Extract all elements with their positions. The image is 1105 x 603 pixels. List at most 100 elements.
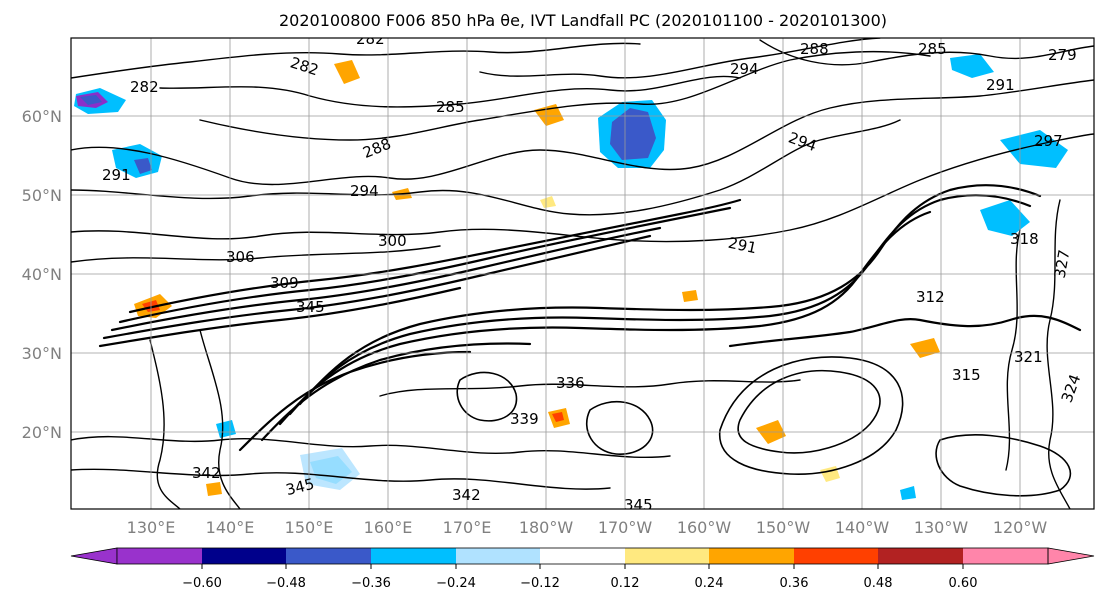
- shade-yellow-1: [540, 196, 556, 208]
- contour-label: 288: [800, 40, 829, 58]
- colorbar-segment: [117, 548, 202, 564]
- contour-285: [159, 75, 741, 108]
- contour-label: 315: [952, 366, 981, 384]
- map-background: [71, 38, 1094, 509]
- contour-sub-2: [288, 194, 1032, 416]
- lon-label: 160°E: [364, 518, 413, 537]
- figure-title: 2020100800 F006 850 hPa θe, IVT Landfall…: [279, 11, 887, 30]
- contour-label: 345: [624, 496, 653, 514]
- lat-label: 40°N: [22, 265, 62, 284]
- shade-darkblue-kamchatka: [134, 158, 152, 174]
- contour-294: [71, 119, 901, 216]
- contour-label: 306: [226, 248, 255, 266]
- colorbar-extend-high: [1047, 547, 1095, 565]
- contour-label: 342: [452, 486, 481, 504]
- colorbar-tick-label: 0.60: [949, 576, 978, 591]
- colorbar-segment: [878, 548, 963, 564]
- colorbar-segment: [371, 548, 456, 564]
- contour-sub-5: [238, 350, 472, 452]
- lat-lon-grid: [71, 38, 1094, 509]
- colorbar-tick-label: 0.24: [695, 576, 724, 591]
- colorbar-segment: [625, 548, 709, 564]
- contour-label: 282: [356, 30, 385, 48]
- colorbar-tick-label: 0.36: [780, 576, 809, 591]
- colorbar-tick-label: −0.60: [182, 576, 222, 591]
- colorbar-extend-low: [70, 547, 118, 565]
- lon-label: 170°W: [598, 518, 653, 537]
- contour-label: 279: [1048, 46, 1077, 64]
- contour-mid-1: [379, 379, 801, 397]
- contour-warm-3: [585, 401, 654, 455]
- contour-east-vert2: [1005, 229, 1021, 471]
- map-frame: [70, 37, 1095, 510]
- contour-label: 309: [270, 274, 299, 292]
- contour-label: 345: [296, 298, 325, 316]
- lon-label: 160°W: [677, 518, 732, 537]
- lon-label: 170°E: [443, 518, 492, 537]
- contour-300: [71, 245, 441, 263]
- contour-south-1: [71, 435, 671, 459]
- shade-blue-arctic: [950, 54, 994, 78]
- contour-label: 327: [1051, 248, 1074, 279]
- longitude-labels: 130°E 140°E 150°E 160°E 170°E 180°W 170°…: [127, 518, 1048, 537]
- contour-warm-1: [737, 369, 881, 454]
- contour-label: 294: [730, 60, 759, 78]
- colorbar-segment: [963, 548, 1048, 564]
- lon-label: 140°W: [835, 518, 890, 537]
- lat-label: 60°N: [22, 107, 62, 126]
- shade-lightblue-south: [300, 448, 360, 490]
- lon-label: 150°E: [285, 518, 334, 537]
- colorbar-segment: [456, 548, 540, 564]
- contour-arctic2: [479, 38, 881, 79]
- contour-jet-5: [98, 286, 462, 348]
- lon-label: 140°E: [206, 518, 255, 537]
- shade-darkblue-nw: [80, 95, 102, 105]
- colorbar-ticks: [201, 564, 964, 569]
- shade-red-mid: [552, 412, 564, 422]
- lon-label: 180°W: [519, 518, 574, 537]
- contour-291: [71, 79, 1094, 186]
- colorbar-tick-label: −0.12: [520, 576, 560, 591]
- lat-label: 30°N: [22, 344, 62, 363]
- shade-orange-dot2: [682, 290, 698, 302]
- contour-label: 285: [918, 40, 947, 58]
- contour-label: 291: [727, 234, 759, 258]
- contour-label: 336: [556, 374, 585, 392]
- contour-label: 297: [1034, 132, 1063, 150]
- contour-label: 300: [378, 232, 407, 250]
- contour-jet-3: [110, 226, 662, 332]
- contour-east-vert: [1046, 199, 1071, 509]
- contour-jet-2: [118, 206, 732, 324]
- contour-jet-1: [128, 198, 742, 314]
- contour-arctic: [759, 39, 1094, 66]
- contour-label: 318: [1010, 230, 1039, 248]
- contour-jet-4: [102, 234, 652, 340]
- contour-west-vert: [149, 339, 181, 509]
- colorbar-tick-label: −0.48: [266, 576, 306, 591]
- theta-e-contours: [71, 38, 1094, 509]
- colorbar-segment: [709, 548, 794, 564]
- shade-orange-dot3: [206, 482, 222, 496]
- contour-label: 321: [1014, 348, 1043, 366]
- colorbar-tick-label: −0.24: [436, 576, 476, 591]
- colorbar-tick-label: 0.12: [611, 576, 640, 591]
- shade-blue-west-small: [216, 420, 236, 438]
- contour-sub-4: [260, 342, 532, 442]
- lat-label: 20°N: [22, 423, 62, 442]
- contour-west-vert2: [199, 329, 241, 509]
- contour-label: 342: [192, 464, 221, 482]
- contour-south-2: [71, 468, 611, 490]
- lon-label: 130°W: [914, 518, 969, 537]
- contour-sub-1: [298, 184, 1042, 406]
- colorbar-segment: [540, 548, 625, 564]
- colorbar-segment: [202, 548, 286, 564]
- contour-warm-2: [719, 356, 904, 475]
- shade-blue-east-small: [900, 486, 916, 500]
- colorbar-tick-label: 0.48: [864, 576, 893, 591]
- lon-label: 130°E: [127, 518, 176, 537]
- shade-blue-gulf: [1000, 130, 1068, 168]
- colorbar: −0.60 −0.48 −0.36 −0.24 −0.12 0.12 0.24 …: [70, 547, 1095, 591]
- contour-label: 339: [510, 410, 539, 428]
- lon-label: 120°W: [993, 518, 1048, 537]
- contour-label: 291: [102, 166, 131, 184]
